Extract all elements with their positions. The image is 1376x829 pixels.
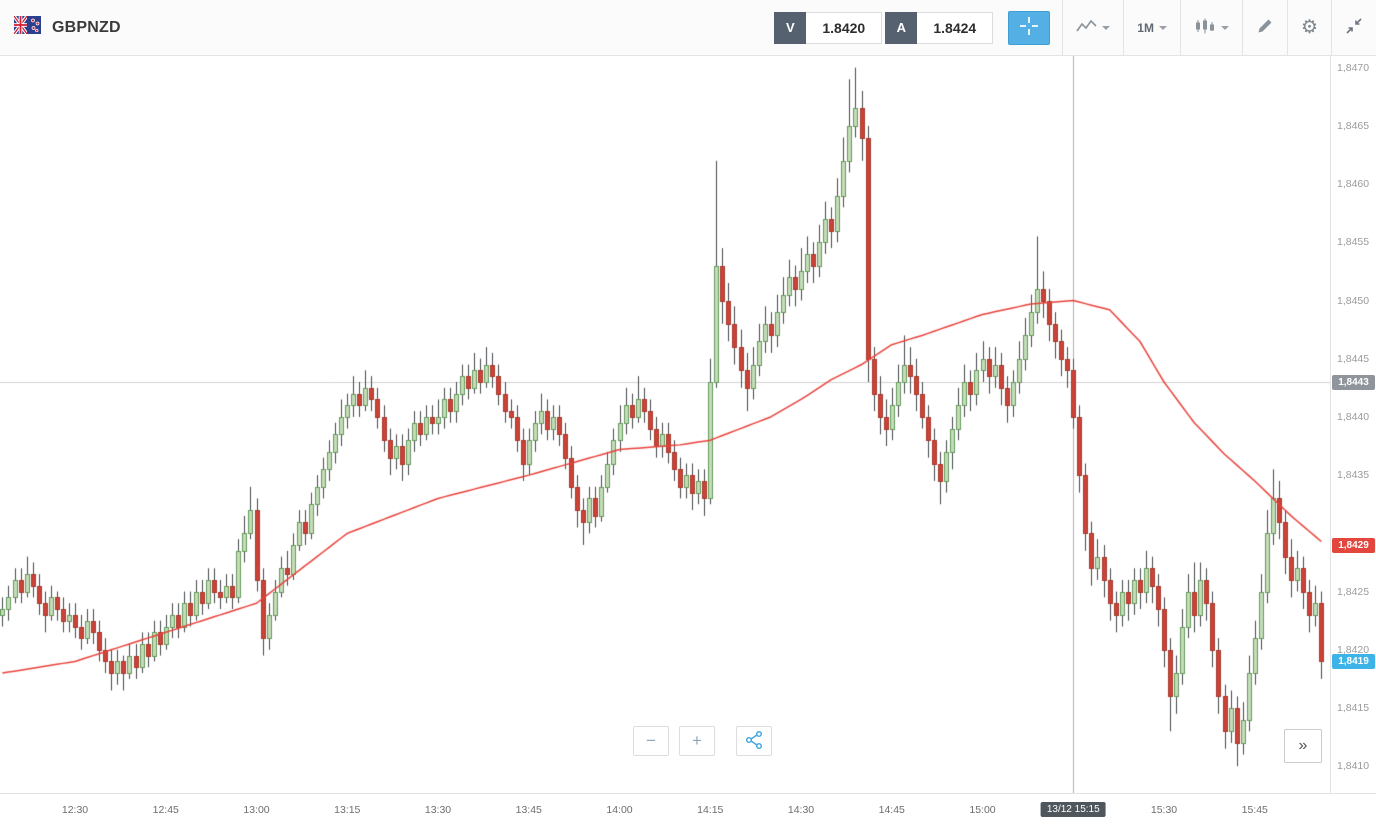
- zoom-out-button[interactable]: −: [633, 726, 669, 756]
- price-axis-label: 1,8440: [1337, 410, 1370, 423]
- time-axis-label: 15:00: [969, 804, 996, 816]
- instrument-header: GBPNZD: [0, 16, 121, 39]
- share-icon: [744, 730, 764, 753]
- price-axis-label: 1,8420: [1337, 643, 1370, 656]
- pencil-icon: [1256, 17, 1274, 38]
- indicators-button[interactable]: [1181, 0, 1242, 56]
- crosshair-tool-button[interactable]: [1008, 10, 1051, 45]
- chevron-down-icon: [1102, 25, 1111, 30]
- collapse-chart-button[interactable]: [1332, 0, 1376, 56]
- price-axis-label: 1,8465: [1337, 119, 1370, 132]
- toolbar-divider: [1241, 0, 1243, 56]
- time-axis-label: 14:15: [697, 804, 724, 816]
- time-axis-label: 13:45: [515, 804, 542, 816]
- chart-type-button[interactable]: [1063, 0, 1123, 56]
- interval-dropdown[interactable]: 1M: [1124, 0, 1180, 56]
- sell-price: 1.8420: [806, 11, 883, 44]
- line-chart-icon: [1076, 18, 1097, 37]
- chart-area[interactable]: 1,8470 1,8465 1,8460 1,8455 1,8450 1,8445 1,84…: [0, 56, 1376, 829]
- chevron-down-icon: [1158, 25, 1167, 30]
- price-axis-label: 1,8450: [1337, 294, 1370, 307]
- price-badge-red: 1,8429: [1332, 538, 1375, 553]
- price-axis-label: 1,8415: [1337, 702, 1370, 714]
- header-toolbar: V 1.8420 A 1.8424: [774, 0, 1376, 56]
- time-axis-label: 14:00: [606, 804, 633, 816]
- toolbar-divider: [1286, 0, 1288, 56]
- crosshair-time-badge: 13/12 15:15: [1040, 802, 1106, 817]
- price-axis-label: 1,8425: [1337, 585, 1370, 598]
- price-axis-label: 1,8410: [1337, 760, 1370, 773]
- candlestick-bars-icon: [1194, 18, 1216, 37]
- price-axis-label: 1,8455: [1337, 236, 1370, 249]
- settings-button[interactable]: ⚙: [1288, 0, 1331, 56]
- time-axis-label: 14:45: [878, 804, 905, 816]
- time-axis-label: 13:00: [243, 804, 270, 816]
- toolbar-divider: [1062, 0, 1064, 56]
- chart-header: GBPNZD V 1.8420 A 1.8424: [0, 0, 1376, 56]
- draw-button[interactable]: [1243, 0, 1287, 56]
- zoom-controls: − +: [633, 726, 772, 756]
- gear-icon: ⚙: [1300, 17, 1318, 38]
- expand-panel-button[interactable]: »: [1284, 729, 1322, 763]
- buy-price: 1.8424: [917, 11, 994, 44]
- price-axis-label: 1,8445: [1337, 352, 1370, 365]
- time-axis-label: 15:45: [1241, 804, 1268, 816]
- time-axis-label: 15:30: [1150, 804, 1178, 816]
- time-axis-label: 12:45: [152, 804, 179, 816]
- price-axis-label: 1,8460: [1337, 178, 1370, 191]
- time-axis[interactable]: 12:30 12:45 13:00 13:15 13:30 13:45 14:00 14:15…: [0, 793, 1376, 829]
- gbpnzd-flag-icon: [14, 16, 41, 39]
- sell-quote-button[interactable]: V 1.8420: [774, 11, 883, 44]
- time-axis-label: 13:30: [424, 804, 452, 816]
- toolbar-divider: [1179, 0, 1181, 56]
- price-axis[interactable]: 1,8470 1,8465 1,8460 1,8455 1,8450 1,8445 1,84…: [1330, 56, 1376, 793]
- price-axis-label: 1,8470: [1337, 61, 1370, 74]
- candlestick-canvas[interactable]: [0, 56, 1330, 793]
- crosshair-icon: [1019, 16, 1039, 39]
- buy-tag: A: [885, 11, 918, 44]
- share-button[interactable]: [736, 726, 772, 756]
- toolbar-divider: [1123, 0, 1125, 56]
- symbol-title: GBPNZD: [52, 18, 121, 36]
- zoom-in-button[interactable]: +: [679, 726, 715, 756]
- buy-quote-button[interactable]: A 1.8424: [885, 11, 994, 44]
- sell-tag: V: [774, 11, 807, 44]
- collapse-arrows-icon: [1345, 17, 1363, 38]
- chevron-down-icon: [1220, 25, 1229, 30]
- price-badge-blue: 1,8419: [1332, 654, 1375, 670]
- price-badge-gray: 1,8443: [1332, 375, 1375, 390]
- time-axis-label: 14:30: [787, 804, 815, 816]
- interval-label: 1M: [1137, 20, 1154, 35]
- time-axis-label: 12:30: [61, 804, 89, 816]
- price-axis-label: 1,8435: [1337, 469, 1370, 482]
- toolbar-divider: [1331, 0, 1332, 56]
- time-axis-label: 13:15: [334, 804, 361, 816]
